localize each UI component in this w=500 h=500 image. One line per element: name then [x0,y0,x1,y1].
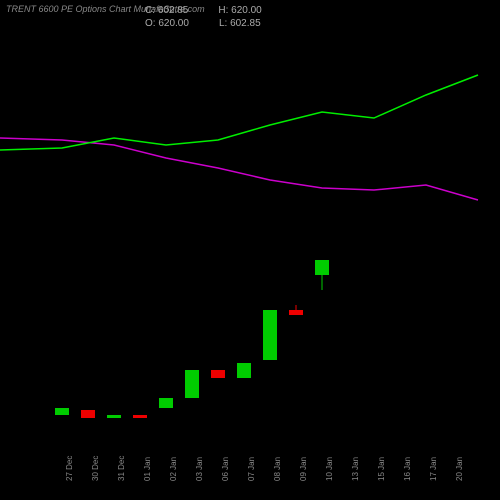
candle-body [289,310,303,315]
candle-body [81,410,95,418]
candle-body [211,370,225,378]
x-axis-label: 07 Jan [247,457,256,481]
x-axis-label: 30 Dec [91,456,100,481]
x-axis-label: 31 Dec [117,456,126,481]
ohlc-info-panel: C: 602.85 H: 620.00 O: 620.00 L: 602.85 [145,4,262,30]
open-label: O: 620.00 [145,17,189,30]
x-axis-label: 16 Jan [403,457,412,481]
x-axis-label: 01 Jan [143,457,152,481]
x-axis-label: 09 Jan [299,457,308,481]
x-axis-label: 15 Jan [377,457,386,481]
line-series [0,138,478,200]
candle-body [263,310,277,360]
x-axis-label: 10 Jan [325,457,334,481]
x-axis-label: 08 Jan [273,457,282,481]
x-axis: 27 Dec 30 Dec 31 Dec 01 Jan 02 Jan 03 Jan 06 J… [0,440,500,500]
high-label: H: 620.00 [218,4,261,17]
x-axis-label: 13 Jan [351,457,360,481]
candle-body [133,415,147,418]
candle-body [237,363,251,378]
close-label: C: 602.85 [145,4,188,17]
x-axis-label: 27 Dec [65,456,74,481]
x-axis-label: 20 Jan [455,457,464,481]
x-axis-label: 02 Jan [169,457,178,481]
candle-body [107,415,121,418]
low-label: L: 602.85 [219,17,261,30]
x-axis-label: 03 Jan [195,457,204,481]
candle-body [159,398,173,408]
candle-body [185,370,199,398]
candle-body [55,408,69,415]
x-axis-label: 06 Jan [221,457,230,481]
line-series [0,75,478,150]
candle-body [315,260,329,275]
chart-svg [0,40,500,440]
x-axis-label: 17 Jan [429,457,438,481]
